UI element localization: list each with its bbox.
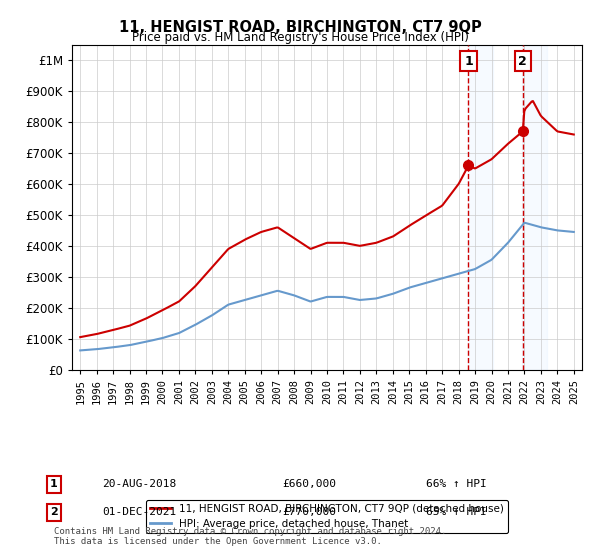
- Text: 20-AUG-2018: 20-AUG-2018: [102, 479, 176, 489]
- Legend: 11, HENGIST ROAD, BIRCHINGTON, CT7 9QP (detached house), HPI: Average price, det: 11, HENGIST ROAD, BIRCHINGTON, CT7 9QP (…: [146, 500, 508, 533]
- Text: 01-DEC-2021: 01-DEC-2021: [102, 507, 176, 517]
- Text: Contains HM Land Registry data © Crown copyright and database right 2024.
This d: Contains HM Land Registry data © Crown c…: [54, 526, 446, 546]
- Text: 11, HENGIST ROAD, BIRCHINGTON, CT7 9QP: 11, HENGIST ROAD, BIRCHINGTON, CT7 9QP: [119, 20, 481, 35]
- Text: Price paid vs. HM Land Registry's House Price Index (HPI): Price paid vs. HM Land Registry's House …: [131, 31, 469, 44]
- Text: £660,000: £660,000: [282, 479, 336, 489]
- Text: 66% ↑ HPI: 66% ↑ HPI: [426, 479, 487, 489]
- Text: 65% ↑ HPI: 65% ↑ HPI: [426, 507, 487, 517]
- Bar: [522, 45, 547, 370]
- Bar: [467, 45, 493, 370]
- Text: 2: 2: [50, 507, 58, 517]
- Text: 2: 2: [518, 54, 527, 68]
- Text: 1: 1: [464, 54, 473, 68]
- Text: 1: 1: [50, 479, 58, 489]
- Text: £770,000: £770,000: [282, 507, 336, 517]
